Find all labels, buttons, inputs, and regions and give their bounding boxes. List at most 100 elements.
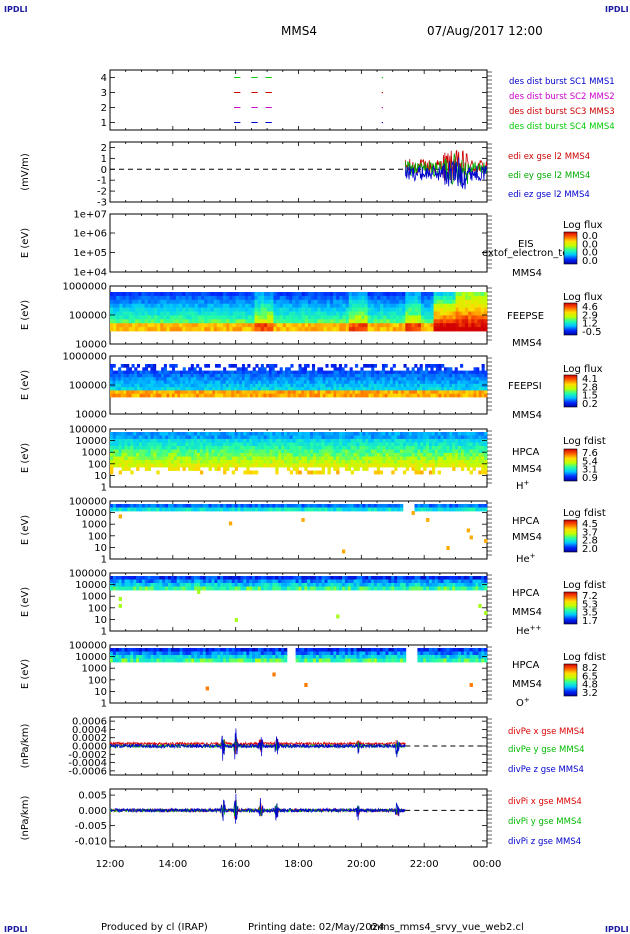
spectrogram-cell	[307, 319, 312, 324]
spectrogram-cell	[128, 377, 132, 381]
spectrogram-cell	[153, 327, 158, 332]
spectrogram-cell	[424, 319, 428, 324]
spectrogram-cell	[175, 307, 180, 312]
spectrogram-cell	[451, 377, 456, 381]
spectrogram-cell	[233, 377, 237, 381]
spectrogram-cell	[431, 449, 436, 454]
spectrogram-cell	[185, 442, 189, 447]
spectrogram-cell	[388, 460, 392, 464]
spectrogram-cell	[271, 383, 275, 388]
spectrogram-cell	[416, 370, 421, 375]
spectrogram-cell	[194, 576, 198, 580]
spectrogram-cell	[350, 470, 354, 475]
burst-dot	[381, 92, 383, 94]
spectrogram-cell	[307, 456, 311, 461]
spectrogram-cell	[244, 390, 248, 395]
spectrogram-cell	[239, 383, 243, 388]
spectrogram-cell	[341, 377, 345, 381]
spectrogram-cell	[166, 327, 171, 332]
spacecraft-label: MMS4	[512, 338, 542, 349]
spectrogram-cell	[226, 311, 230, 316]
spectrogram-cell	[119, 319, 123, 324]
spectrogram-cell	[384, 383, 388, 388]
spectrogram-cell	[185, 463, 189, 468]
spectrogram-cell	[267, 319, 271, 324]
spectrogram-cell	[452, 467, 456, 471]
spectrogram-cell	[211, 463, 215, 468]
spectrogram-cell	[223, 435, 227, 440]
spectrogram-cell	[231, 380, 235, 385]
spectrogram-cell	[383, 315, 387, 320]
spectrogram-cell	[215, 364, 219, 368]
spectrogram-cell	[269, 449, 273, 454]
spectrogram-cell	[365, 373, 369, 378]
spectrogram-cell	[379, 449, 383, 454]
spectrogram-cell	[326, 319, 331, 324]
spectrogram-cell	[466, 435, 470, 440]
spectrogram-cell	[446, 370, 450, 375]
spectrogram-cell	[443, 387, 447, 391]
spectrogram-cell	[206, 387, 211, 391]
spectrogram-cell	[228, 370, 232, 375]
spectrogram-cell	[461, 319, 466, 324]
spectrogram-cell	[175, 327, 180, 332]
spectrogram-cell	[311, 383, 316, 388]
spectrogram-cell	[455, 507, 459, 512]
spectrogram-cell	[147, 327, 152, 332]
spectrogram-cell	[185, 315, 189, 320]
spectrogram-cell	[449, 446, 453, 450]
spectrogram-cell	[287, 390, 291, 395]
spectrogram-cell	[306, 383, 310, 388]
spectrogram-cell	[169, 311, 174, 316]
spectrogram-cell	[397, 453, 401, 457]
spectrogram-cell	[349, 370, 353, 375]
spectrogram-cell	[352, 390, 356, 395]
spectrogram-cell	[249, 456, 253, 461]
spectrogram-cell	[248, 315, 252, 320]
spectrogram-cell	[156, 470, 160, 475]
spectrogram-cell	[263, 380, 267, 385]
spectrogram-cell	[425, 383, 429, 388]
spectrogram-cell	[284, 449, 288, 454]
spectrogram-cell	[275, 470, 279, 475]
spectrogram-cell	[309, 380, 313, 385]
spectrogram-cell	[342, 456, 346, 461]
spectrogram-cell	[323, 292, 328, 297]
spectrogram-cell	[429, 432, 433, 436]
spectrogram-cell	[197, 463, 201, 468]
spectrogram-cell	[431, 467, 436, 471]
spectrogram-cell	[190, 393, 194, 398]
spectrogram-cell	[122, 319, 127, 324]
spectrogram-cell	[311, 311, 315, 316]
spectrogram-cell	[254, 315, 259, 320]
spectrogram-cell	[150, 504, 154, 508]
spectrogram-cell	[358, 303, 362, 308]
spectrogram-cell	[141, 299, 145, 305]
spectrogram-cell	[420, 460, 424, 464]
spectrogram-cell	[138, 315, 142, 320]
spectrogram-cell	[217, 460, 221, 464]
y-tick-label: 1e+06	[73, 229, 107, 240]
spectrogram-cell	[398, 390, 402, 395]
spectrogram-cell	[173, 467, 178, 471]
y-tick-label: 100	[88, 459, 107, 470]
y-tick-label: 1000	[82, 448, 107, 459]
spectrogram-cell	[304, 292, 309, 297]
spectrogram-cell	[289, 442, 294, 447]
spectrogram-cell	[298, 439, 302, 443]
spectrogram-cell	[260, 504, 265, 508]
species-charge: +	[524, 479, 530, 487]
spectrogram-cell	[426, 435, 430, 440]
spectrogram-cell	[113, 295, 117, 301]
spectrogram-cell	[166, 295, 171, 301]
spectrogram-cell	[144, 576, 149, 580]
spectrogram-cell	[455, 442, 459, 447]
spectrogram-cell	[368, 383, 372, 388]
spectrogram-cell	[115, 507, 120, 512]
spectrogram-cell	[284, 504, 288, 508]
spectrogram-cell	[202, 439, 207, 443]
spectrogram-cell	[212, 380, 216, 385]
spectrogram-cell	[405, 449, 410, 454]
spectrogram-cell	[417, 449, 421, 454]
spectrogram-cell	[411, 295, 416, 301]
